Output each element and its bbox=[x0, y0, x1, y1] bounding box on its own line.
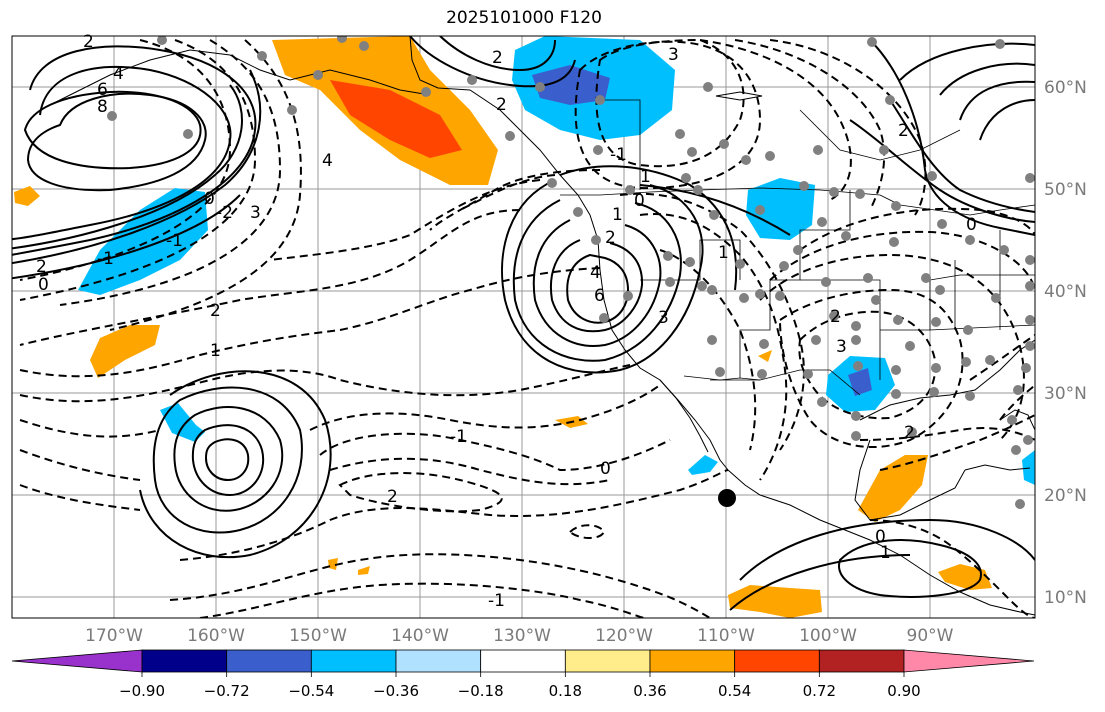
shading-blue-baja bbox=[688, 455, 718, 475]
lat-label: 10°N bbox=[1044, 588, 1087, 608]
lon-label: 120°W bbox=[595, 626, 653, 646]
shading-orange-small-4 bbox=[358, 566, 370, 575]
contour-label: 3 bbox=[250, 203, 261, 223]
shading-orange-small-3 bbox=[328, 558, 338, 570]
shading-orange-small-5 bbox=[758, 350, 772, 362]
contour-label: 2 bbox=[210, 301, 221, 321]
colorbar-extend-max bbox=[903, 649, 1035, 673]
colorbar-swatch bbox=[564, 649, 651, 673]
colorbar-swatch bbox=[310, 649, 397, 673]
shading-blue-hawaii bbox=[160, 403, 205, 442]
contour-label: 2 bbox=[496, 95, 507, 115]
lon-label: 110°W bbox=[697, 626, 755, 646]
colorbar-tick-label: −0.90 bbox=[119, 682, 165, 700]
lon-label: 160°W bbox=[187, 626, 245, 646]
contour-label: 4 bbox=[590, 263, 601, 283]
contour-label: 2 bbox=[830, 307, 841, 327]
colorbar-swatch bbox=[649, 649, 736, 673]
contour-label: 0 bbox=[634, 191, 645, 211]
marker-black-dot bbox=[718, 489, 736, 507]
lon-label: 130°W bbox=[493, 626, 551, 646]
contour-label: 0 bbox=[38, 275, 49, 295]
contour-label: 1 bbox=[210, 341, 221, 361]
lon-label: 100°W bbox=[799, 626, 857, 646]
colorbar-swatch bbox=[395, 649, 482, 673]
contour-label: 2 bbox=[492, 48, 503, 68]
colorbar-tick-label: −0.54 bbox=[288, 682, 335, 700]
shading-blue-texas bbox=[826, 356, 895, 412]
contour-label: 3 bbox=[668, 45, 679, 65]
map-title: 2025101000 F120 bbox=[446, 8, 602, 28]
colorbar-tick-label: 0.18 bbox=[548, 682, 583, 700]
contour-label: 1 bbox=[718, 243, 729, 263]
contour-label: 1 bbox=[612, 205, 623, 225]
contour-label: 3 bbox=[836, 337, 847, 357]
contour-label: 0 bbox=[875, 527, 886, 547]
contour-label: 2 bbox=[898, 121, 909, 141]
lon-label: 150°W bbox=[289, 626, 347, 646]
colorbar-swatch bbox=[734, 649, 820, 673]
solid-contours bbox=[12, 36, 1035, 611]
colorbar-tick-label: 0.72 bbox=[802, 682, 837, 700]
contour-label: 1 bbox=[640, 167, 651, 187]
contour-label: 0 bbox=[966, 215, 977, 235]
shading-blue-plains bbox=[746, 178, 815, 240]
colorbar-tick-label: −0.18 bbox=[457, 682, 504, 700]
station-dots bbox=[107, 36, 1035, 509]
contour-label: 6 bbox=[97, 80, 108, 100]
lat-label: 60°N bbox=[1044, 78, 1087, 98]
contour-label: 2 bbox=[83, 32, 94, 52]
contour-label: -2 bbox=[216, 203, 233, 223]
contour-label: 2 bbox=[387, 487, 398, 507]
colorbar-tick-label: 0.54 bbox=[717, 682, 752, 700]
contour-label: 1 bbox=[880, 543, 891, 563]
contour-label: 3 bbox=[658, 308, 669, 328]
lat-label: 50°N bbox=[1044, 180, 1087, 200]
lon-label: 140°W bbox=[391, 626, 449, 646]
lat-label: 40°N bbox=[1044, 282, 1087, 302]
colorbar-tick-label: −0.72 bbox=[203, 682, 250, 700]
contour-label: -1 bbox=[166, 231, 183, 251]
contour-label: 4 bbox=[322, 151, 333, 171]
lat-label: 30°N bbox=[1044, 384, 1087, 404]
shading-orange-mexico bbox=[858, 455, 928, 522]
shading-orange-small-2 bbox=[14, 186, 40, 206]
colorbar bbox=[11, 649, 1035, 677]
colorbar-swatch bbox=[818, 649, 905, 673]
contour-labels: 4 6 8 2 0 -2 -1 3 2 0 -1 4 2 1 -1 0 2 4 … bbox=[36, 32, 977, 611]
contour-label: 0 bbox=[204, 189, 215, 209]
contour-label: -1 bbox=[450, 427, 467, 447]
colorbar-tick-label: −0.36 bbox=[373, 682, 419, 700]
colorbar-swatch bbox=[226, 649, 312, 673]
contour-label: -1 bbox=[488, 591, 505, 611]
colorbar-swatch bbox=[141, 649, 228, 673]
colorbar-tick-label: 0.90 bbox=[887, 682, 921, 700]
lon-label: 170°W bbox=[85, 626, 143, 646]
shading-orange-subtropic bbox=[90, 325, 160, 378]
contour-label: -1 bbox=[97, 249, 114, 269]
contour-label: 2 bbox=[36, 257, 47, 277]
shading-orange-alaska bbox=[272, 36, 498, 185]
contour-label: -1 bbox=[610, 145, 627, 165]
dashed-contours bbox=[19, 38, 1035, 618]
contour-label: 2 bbox=[904, 423, 915, 443]
colorbar-extend-min bbox=[11, 649, 143, 673]
contour-label: 0 bbox=[600, 459, 611, 479]
lon-label: 90°W bbox=[906, 626, 954, 646]
colorbar-tick-label: 0.36 bbox=[633, 682, 667, 700]
shading-blue-gulf bbox=[512, 36, 675, 140]
contour-label: 4 bbox=[113, 64, 124, 84]
contour-label: 2 bbox=[605, 228, 616, 248]
shading-blue-gulf-mexico bbox=[1022, 450, 1035, 485]
lat-label: 20°N bbox=[1044, 486, 1087, 506]
contour-label: 8 bbox=[97, 97, 108, 117]
colorbar-swatch bbox=[480, 649, 566, 673]
contour-label: 6 bbox=[594, 286, 605, 306]
